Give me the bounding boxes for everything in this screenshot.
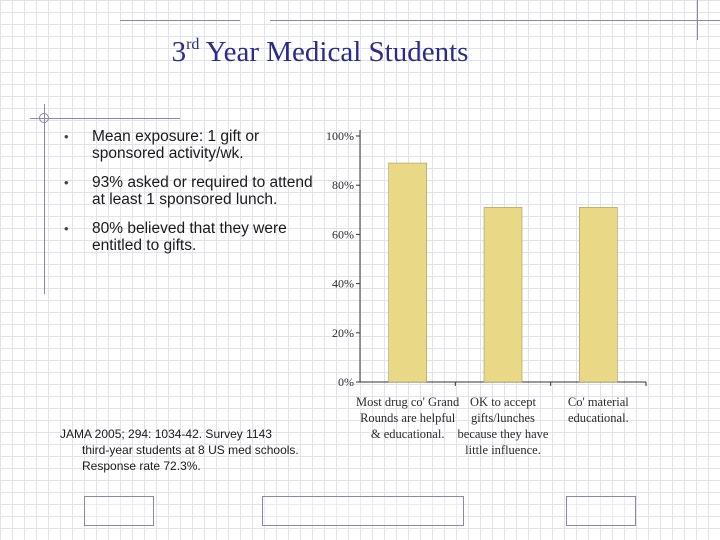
x-category-label-line: because they have (458, 427, 549, 441)
x-category-label-line: OK to accept (470, 395, 536, 409)
bullet-item: • 93% asked or required to attend at leas… (62, 174, 320, 208)
bullet-text: 93% asked or required to attend at least… (92, 174, 313, 208)
bullet-icon: • (64, 129, 69, 144)
y-tick-label: 40% (332, 277, 354, 291)
left-vertical-rule (44, 104, 45, 294)
x-category-label-line: & educational. (371, 427, 445, 441)
bullet-list: • Mean exposure: 1 gift or sponsored acti… (62, 128, 320, 266)
title-number: 3 (171, 36, 187, 68)
x-category-label-line: Most drug co' Grand (356, 395, 460, 409)
bullet-icon: • (64, 221, 69, 236)
bar (579, 207, 618, 383)
bullet-icon: • (64, 175, 69, 190)
x-category-label: OK to accept gifts/lunches because they ha… (458, 395, 549, 457)
slide-title: 3rd Year Medical Students (0, 36, 640, 69)
bullet-text: Mean exposure: 1 gift or sponsored activ… (92, 128, 260, 162)
title-text: Year Medical Students (199, 36, 469, 68)
x-category-label: Most drug co' Grand Rounds are helpful & e… (356, 395, 460, 441)
x-category-label-line: educational. (568, 411, 629, 425)
bar-chart: 0% 20% 40% 60% 80% 100% Most drug co' Grand Rou… (326, 129, 647, 457)
citation-line-1: JAMA 2005; 294: 1034-42. Survey 1143 (60, 427, 272, 441)
footer-box-right (566, 496, 636, 526)
bar (388, 162, 427, 383)
top-rule-right (270, 20, 720, 21)
x-category-label: Co' material educational. (568, 395, 629, 425)
bullet-item: • Mean exposure: 1 gift or sponsored acti… (62, 128, 320, 162)
y-tick-label: 0% (338, 375, 354, 389)
footer-box-left (84, 496, 154, 526)
footer-box-center (262, 496, 464, 526)
corner-circle-ornament (39, 113, 49, 123)
x-category-label-line: Co' material (568, 395, 629, 409)
y-tick-label: 80% (332, 178, 354, 192)
bar (483, 207, 523, 383)
y-tick-label: 100% (326, 129, 354, 143)
x-category-label-line: gifts/lunches (471, 411, 535, 425)
x-category-label-line: Rounds are helpful (360, 411, 456, 425)
y-tick-label: 60% (332, 227, 354, 241)
bullet-text: 80% believed that they were entitled to … (92, 220, 287, 254)
left-horizontal-rule (30, 118, 180, 119)
top-rule (120, 20, 240, 21)
citation-note: JAMA 2005; 294: 1034-42. Survey 1143 thi… (60, 426, 310, 474)
bullet-item: • 80% believed that they were entitled to… (62, 220, 320, 254)
y-tick-label: 20% (332, 326, 354, 340)
title-ordinal: rd (186, 36, 200, 53)
x-category-label-line: little influence. (465, 443, 541, 457)
top-right-rule (697, 0, 698, 40)
citation-line-2: third-year students at 8 US med schools.… (82, 443, 299, 473)
